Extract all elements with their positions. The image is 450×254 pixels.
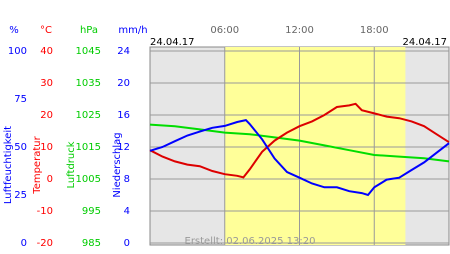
y-tick-label: 75 (14, 94, 27, 105)
axis-title: Luftfeuchtigkeit (3, 126, 14, 204)
data-line (149, 102, 450, 179)
y-tick-label: 985 (82, 238, 101, 249)
date-left: 24.04.17 (150, 37, 195, 48)
axis-unit: °C (40, 25, 52, 36)
x-tick-label: 06:00 (210, 25, 239, 36)
footer: Erstellt: 02.06.2025 13:20 (185, 236, 316, 247)
y-tick-label: 4 (124, 206, 130, 217)
y-tick-label: 20 (40, 110, 53, 121)
y-tick-label: 0 (124, 238, 130, 249)
y-tick-label: 20 (117, 78, 130, 89)
axis-unit: mm/h (118, 25, 147, 36)
y-tick-label: -10 (37, 206, 53, 217)
y-tick-label: 8 (124, 174, 130, 185)
y-tick-label: -20 (37, 238, 53, 249)
y-tick-label: 995 (82, 206, 101, 217)
y-tick-label: 0 (47, 174, 53, 185)
y-tick-label: 16 (117, 110, 130, 121)
axis-unit: % (9, 25, 19, 36)
daylight-band (224, 47, 406, 245)
y-tick-label: 1005 (76, 174, 101, 185)
y-tick-label: 1025 (76, 110, 101, 121)
y-tick-label: 1045 (76, 46, 101, 57)
y-tick-label: 0 (21, 238, 27, 249)
y-tick-label: 1015 (76, 142, 101, 153)
y-tick-label: 1035 (76, 78, 101, 89)
y-tick-label: 40 (40, 46, 53, 57)
data-line (149, 123, 450, 163)
axis-title: Luftdruck (66, 141, 77, 188)
x-tick-label: 18:00 (360, 25, 389, 36)
axis-unit: hPa (80, 25, 98, 36)
x-tick-label: 12:00 (285, 25, 314, 36)
y-tick-label: 24 (117, 46, 130, 57)
axis-title: Temperatur (32, 135, 43, 194)
y-tick-label: 100 (8, 46, 27, 57)
y-tick-label: 30 (40, 78, 53, 89)
y-tick-label: 25 (14, 190, 27, 201)
date-right: 24.04.17 (402, 37, 447, 48)
y-tick-label: 10 (40, 142, 53, 153)
y-tick-label: 12 (117, 142, 130, 153)
axis-title: Niederschlag (112, 132, 123, 197)
data-line (149, 119, 450, 197)
y-tick-label: 50 (14, 142, 27, 153)
